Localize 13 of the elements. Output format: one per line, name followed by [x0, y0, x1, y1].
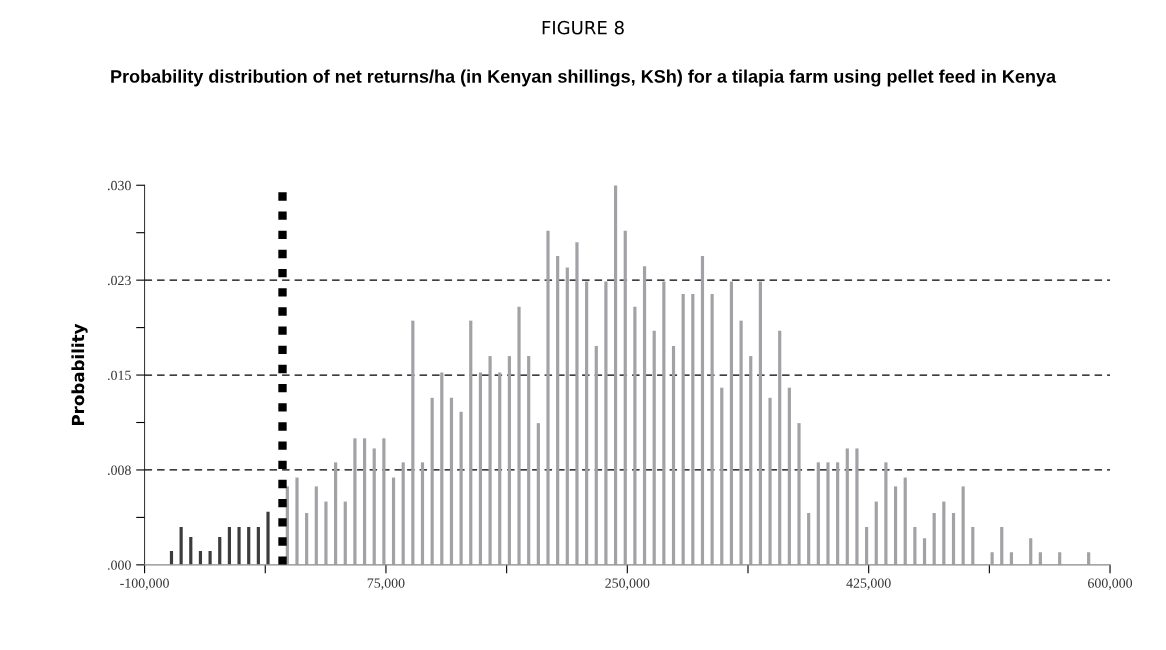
y-tick-label: .015 — [108, 370, 131, 381]
chart-subtitle: Probability distribution of net returns/ha (in Kenyan shillings, KSh) for a tilapia farm using pellet feed in Kenya — [111, 69, 1057, 87]
x-tick-label: 75,000 — [367, 578, 405, 590]
y-axis-title: Probability — [71, 323, 88, 425]
y-tick-label: .023 — [108, 275, 131, 286]
y-tick-label: .000 — [108, 560, 131, 570]
x-tick-label: 250,000 — [605, 578, 650, 590]
x-tick-label: 425,000 — [846, 578, 891, 590]
y-tick-label: .008 — [108, 465, 131, 475]
chart-title: FIGURE 8 — [542, 20, 624, 35]
x-tick-label: -100,000 — [120, 578, 169, 590]
x-tick-label: 600,000 — [1088, 578, 1133, 590]
y-tick-label: .030 — [108, 180, 131, 191]
